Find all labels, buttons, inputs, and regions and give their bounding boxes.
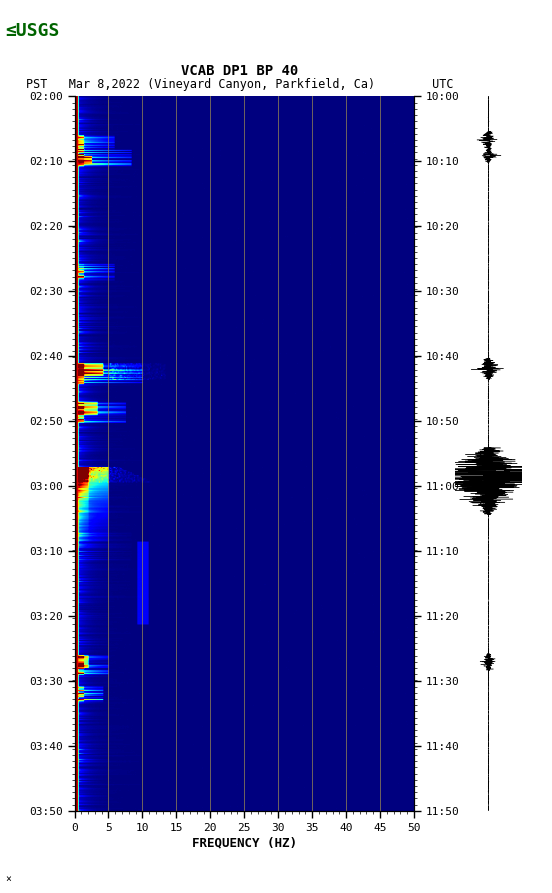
Text: VCAB DP1 BP 40: VCAB DP1 BP 40 — [182, 63, 299, 78]
X-axis label: FREQUENCY (HZ): FREQUENCY (HZ) — [192, 837, 297, 850]
Text: PST   Mar 8,2022 (Vineyard Canyon, Parkfield, Ca)        UTC: PST Mar 8,2022 (Vineyard Canyon, Parkfie… — [26, 78, 454, 91]
Text: ×: × — [6, 874, 12, 884]
Text: ≤USGS: ≤USGS — [6, 22, 60, 40]
